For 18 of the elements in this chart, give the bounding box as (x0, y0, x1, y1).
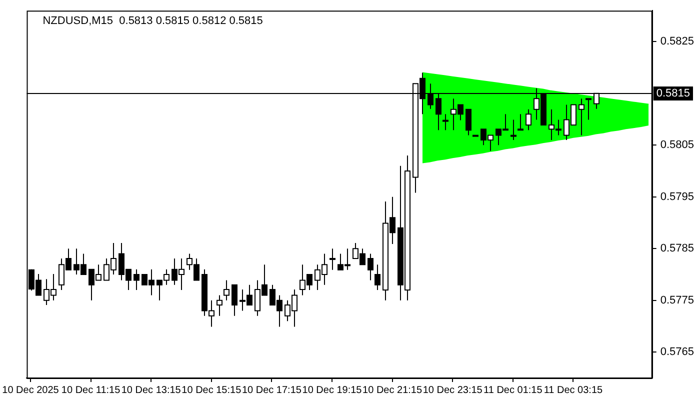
x-tick-label: 10 Dec 23:15 (422, 384, 483, 396)
y-tick-label: 0.5775 (660, 294, 694, 306)
x-tick-label: 10 Dec 19:15 (302, 384, 362, 396)
chart-title: NZDUSD,M15 0.5813 0.5815 0.5812 0.5815 (42, 15, 263, 28)
x-tick-label: 10 Dec 2025 (2, 384, 60, 396)
x-tick-label: 10 Dec 21:15 (362, 384, 422, 396)
x-tick-label: 11 Dec 01:15 (484, 384, 543, 396)
x-tick-label: 10 Dec 17:15 (242, 384, 302, 396)
y-tick-label: 0.5785 (660, 242, 694, 255)
x-tick-label: 11 Dec 03:15 (544, 384, 604, 396)
y-tick-label: 0.5765 (660, 346, 694, 358)
ref-line-label: 0.5815 (656, 88, 690, 100)
x-tick-label: 10 Dec 15:15 (182, 384, 242, 396)
y-tick-label: 0.5795 (660, 190, 694, 203)
y-tick-label: 0.5825 (660, 36, 694, 48)
x-tick-label: 10 Dec 13:15 (121, 384, 182, 396)
x-tick-label: 10 Dec 11:15 (61, 384, 121, 396)
y-tick-label: 0.5805 (660, 139, 694, 152)
